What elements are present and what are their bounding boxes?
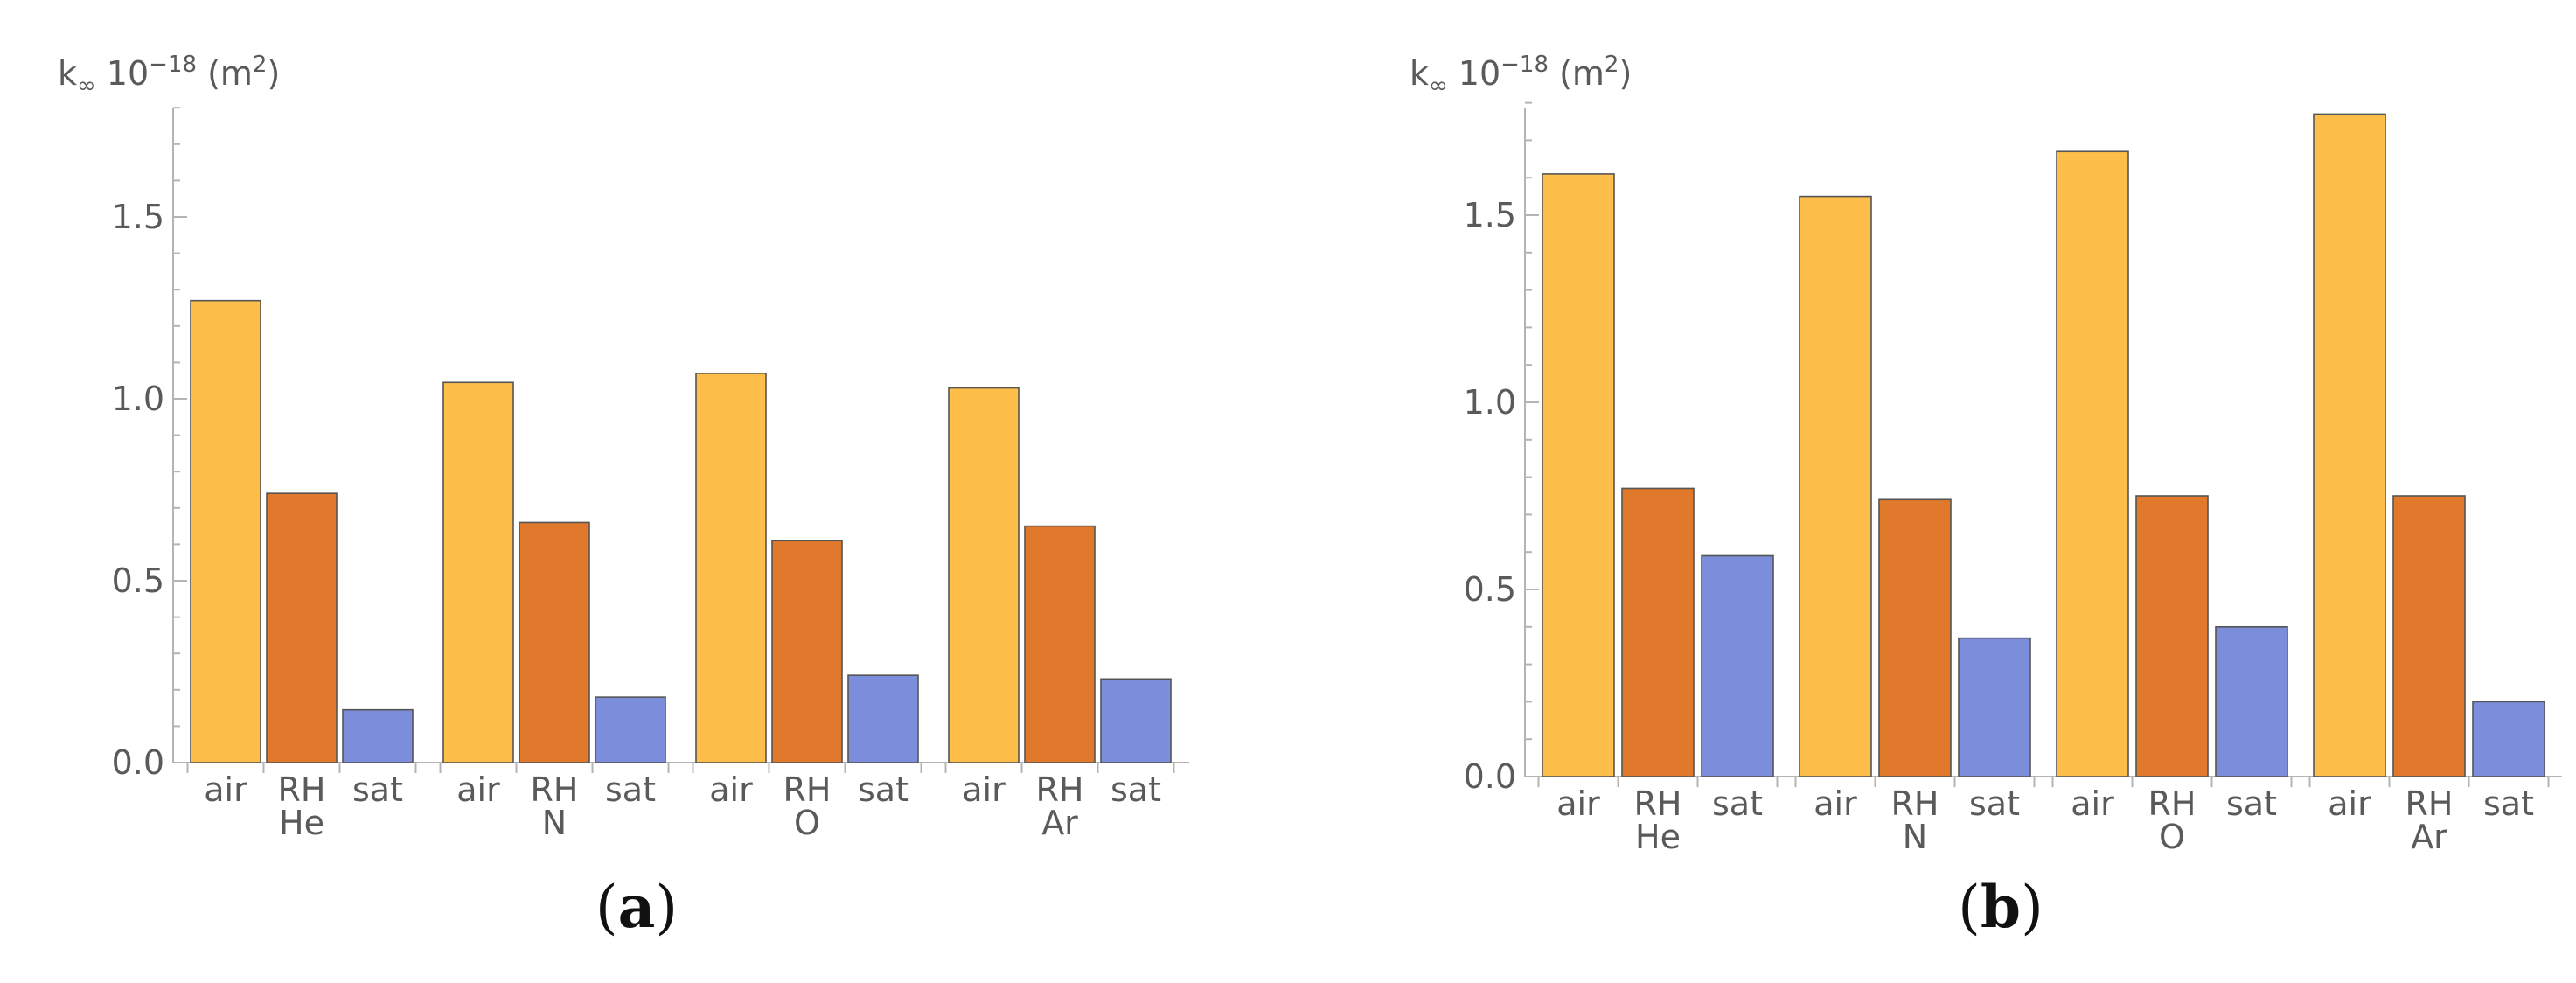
x-tick-label: sat <box>352 770 403 809</box>
y-axis-label: k∞ 10−18 (m2) <box>58 52 280 99</box>
y-tick-label: 1.0 <box>112 380 164 418</box>
group-label: N <box>1903 818 1927 856</box>
bar-n-sat <box>1958 637 2031 777</box>
bar-n-sat <box>595 696 666 763</box>
x-tick-label: RH <box>1891 784 1939 823</box>
x-tick-label: sat <box>1712 784 1763 823</box>
bar-o-rh <box>2135 495 2209 777</box>
bar-ar-sat <box>2472 701 2545 777</box>
x-tick-label: air <box>204 770 247 809</box>
x-tick-label: air <box>1814 784 1857 823</box>
group-label: O <box>794 804 820 842</box>
bar-he-air <box>190 299 261 763</box>
panel-label: (a) <box>595 873 678 941</box>
y-tick-label: 0.0 <box>1464 757 1516 796</box>
y-tick-label: 1.5 <box>112 198 164 236</box>
x-tick-label: air <box>2328 784 2371 823</box>
bar-n-air <box>1799 195 1872 777</box>
x-tick-label: sat <box>1969 784 2020 823</box>
bar-ar-sat <box>1100 678 1172 763</box>
bar-n-rh <box>1878 498 1952 777</box>
y-tick-label: 1.0 <box>1464 383 1516 422</box>
group-label: N <box>542 804 567 842</box>
group-label: Ar <box>2411 818 2447 856</box>
bar-he-air <box>1542 173 1615 777</box>
x-tick-label: sat <box>1110 770 1161 809</box>
bar-ar-rh <box>2392 495 2466 777</box>
y-tick-label: 0.5 <box>1464 570 1516 609</box>
group-label: He <box>279 804 324 842</box>
bar-he-sat <box>342 708 414 763</box>
bar-n-air <box>442 381 514 763</box>
bar-he-sat <box>1701 554 1774 777</box>
bar-o-air <box>695 373 767 763</box>
x-tick-label: RH <box>2148 784 2197 823</box>
bar-o-sat <box>2215 625 2288 777</box>
x-tick-label: sat <box>605 770 656 809</box>
y-tick-label: 0.0 <box>112 743 164 782</box>
bar-o-air <box>2056 150 2129 777</box>
y-tick-label: 0.5 <box>112 561 164 600</box>
x-tick-label: sat <box>2483 784 2534 823</box>
x-tick-label: sat <box>2226 784 2277 823</box>
bar-o-sat <box>847 674 919 763</box>
x-tick-label: RH <box>2405 784 2454 823</box>
x-tick-label: air <box>962 770 1006 809</box>
bar-ar-air <box>948 387 1020 763</box>
x-tick-label: RH <box>783 770 832 809</box>
x-tick-label: air <box>2071 784 2114 823</box>
x-tick-label: air <box>1556 784 1600 823</box>
bar-o-rh <box>771 540 843 763</box>
x-tick-label: RH <box>1634 784 1682 823</box>
x-tick-label: RH <box>1036 770 1084 809</box>
y-axis-label: k∞ 10−18 (m2) <box>1410 52 1632 99</box>
x-tick-label: RH <box>531 770 579 809</box>
panel-label: (b) <box>1958 873 2043 941</box>
group-label: O <box>2159 818 2185 856</box>
x-tick-label: sat <box>858 770 909 809</box>
y-tick-label: 1.5 <box>1464 196 1516 234</box>
bar-ar-air <box>2313 113 2386 777</box>
bar-n-rh <box>519 521 590 763</box>
group-label: He <box>1635 818 1681 856</box>
x-tick-label: air <box>709 770 753 809</box>
x-tick-label: RH <box>278 770 326 809</box>
bar-he-rh <box>266 492 338 763</box>
group-label: Ar <box>1041 804 1078 842</box>
bar-ar-rh <box>1024 525 1096 763</box>
x-tick-label: air <box>456 770 500 809</box>
bar-he-rh <box>1621 487 1695 777</box>
